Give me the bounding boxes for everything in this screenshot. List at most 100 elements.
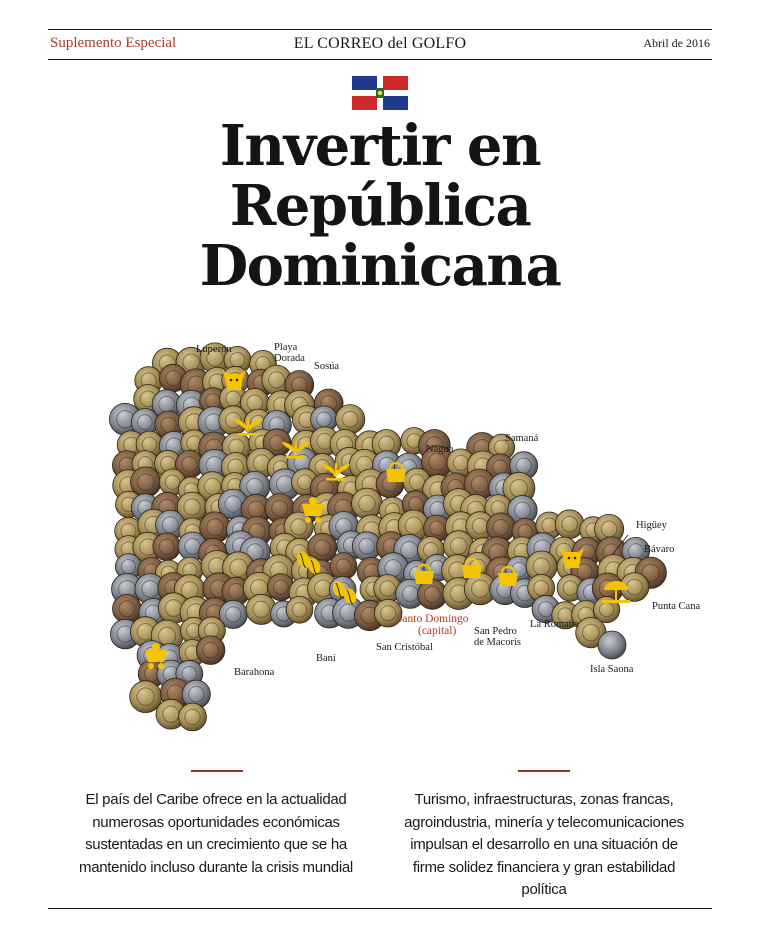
coin-inner-ring bbox=[184, 708, 201, 726]
coin bbox=[597, 630, 627, 660]
coin-inner-ring bbox=[181, 456, 198, 473]
label-la-romana: La Romana bbox=[530, 619, 579, 630]
label-santo-domingo: Santo Domingo bbox=[396, 613, 469, 625]
coin bbox=[335, 404, 366, 435]
label-san-pedro: San Pedro bbox=[474, 626, 517, 637]
label-punta-cana: Punta Cana bbox=[652, 601, 700, 612]
coin-inner-ring bbox=[271, 499, 289, 517]
header-bottom-rule bbox=[48, 59, 712, 60]
coin-map: Luperón Playa Dorada Sosúa Nagua Samaná … bbox=[109, 342, 700, 732]
coin-inner-ring bbox=[423, 585, 441, 604]
coin-inner-ring bbox=[224, 495, 242, 513]
section-label: Suplemento Especial bbox=[50, 35, 177, 51]
coin-inner-ring bbox=[582, 623, 600, 642]
label-nagua: Nagua bbox=[426, 444, 454, 455]
title-line: República bbox=[229, 173, 532, 239]
page-title: Invertir en República Dominicana bbox=[0, 116, 760, 296]
coin-inner-ring bbox=[380, 605, 397, 622]
coin bbox=[593, 596, 621, 624]
basket-icon bbox=[414, 563, 434, 584]
coin-inner-ring bbox=[183, 498, 201, 516]
label-samana: Samaná bbox=[505, 433, 539, 444]
coin-inner-ring bbox=[470, 475, 489, 494]
label-bani: Baní bbox=[316, 653, 336, 664]
coffee-beans-icon bbox=[332, 581, 357, 605]
label-san-cristobal: San Cristóbal bbox=[376, 642, 433, 653]
publication-name: EL CORREO del GOLFO bbox=[293, 35, 467, 52]
crop-icon bbox=[234, 415, 262, 436]
label-playa-dorada: Playa bbox=[274, 342, 298, 353]
coin-inner-ring bbox=[136, 473, 155, 492]
coin-inner-ring bbox=[428, 452, 447, 471]
footer-rule bbox=[48, 908, 712, 909]
mine-cart-icon bbox=[145, 643, 167, 669]
label-barahona: Barahona bbox=[234, 667, 275, 678]
top-rule bbox=[48, 29, 712, 30]
label-san-pedro: de Macorís bbox=[474, 637, 521, 648]
label-santo-domingo: (capital) bbox=[418, 625, 456, 637]
coin bbox=[195, 635, 226, 665]
basket-icon bbox=[386, 461, 406, 482]
coin-inner-ring bbox=[335, 558, 352, 575]
coin-inner-ring bbox=[206, 518, 225, 537]
beach-umbrella-icon bbox=[602, 581, 630, 603]
coin-inner-ring bbox=[136, 687, 155, 706]
coin-inner-ring bbox=[272, 579, 289, 596]
coin-inner-ring bbox=[164, 474, 181, 490]
coin-cluster bbox=[109, 342, 667, 732]
coin-inner-ring bbox=[449, 537, 468, 555]
coin-inner-ring bbox=[291, 602, 308, 618]
coin-inner-ring bbox=[576, 563, 593, 580]
label-isla-saona: Isla Saona bbox=[590, 664, 634, 675]
coin-inner-ring bbox=[641, 563, 660, 583]
coin bbox=[152, 532, 181, 561]
coin-inner-ring bbox=[188, 685, 205, 703]
coin-inner-ring bbox=[118, 600, 136, 618]
issue-date: Abril de 2016 bbox=[643, 36, 710, 50]
coin-inner-ring bbox=[136, 414, 153, 431]
crop-icon bbox=[282, 438, 310, 459]
coin-inner-ring bbox=[533, 579, 550, 596]
basket-icon bbox=[462, 557, 482, 578]
coin-inner-ring bbox=[379, 580, 396, 597]
label-playa-dorada: Dorada bbox=[274, 353, 305, 364]
coin-inner-ring bbox=[358, 537, 376, 555]
coin-inner-ring bbox=[181, 665, 198, 682]
coin bbox=[178, 702, 207, 732]
coin-inner-ring bbox=[341, 410, 359, 428]
place-labels: Luperón Playa Dorada Sosúa Nagua Samaná … bbox=[196, 342, 700, 678]
coin-inner-ring bbox=[492, 518, 510, 536]
label-sosua: Sosúa bbox=[314, 361, 339, 372]
coin-inner-ring bbox=[268, 371, 286, 389]
cow-icon bbox=[560, 548, 584, 568]
coin bbox=[329, 552, 358, 581]
higuey-pointer bbox=[611, 534, 629, 556]
coin bbox=[129, 680, 162, 714]
coin-inner-ring bbox=[206, 349, 224, 367]
crop-icon bbox=[322, 460, 350, 481]
left-column-text: El país del Caribe ofrece en la actualid… bbox=[79, 791, 353, 876]
coin-inner-ring bbox=[561, 515, 578, 533]
dominican-flag-icon bbox=[352, 76, 408, 110]
coin-inner-ring bbox=[290, 518, 308, 536]
left-separator bbox=[191, 770, 243, 772]
coin-inner-ring bbox=[358, 494, 376, 513]
coin-inner-ring bbox=[225, 606, 242, 623]
label-bavaro: Bávaro bbox=[644, 544, 674, 555]
coin bbox=[554, 509, 585, 540]
right-separator bbox=[518, 770, 570, 772]
cow-icon bbox=[222, 370, 246, 390]
coin-inner-ring bbox=[252, 600, 271, 619]
coin bbox=[285, 595, 314, 624]
title-line: Invertir en bbox=[219, 113, 542, 179]
basket-icon bbox=[498, 565, 518, 586]
right-column-text: Turismo, infraestructuras, zonas francas… bbox=[404, 791, 684, 898]
coin-inner-ring bbox=[313, 539, 331, 557]
label-higuey: Higüey bbox=[636, 520, 668, 531]
mine-cart-icon bbox=[302, 497, 324, 523]
label-luperon: Luperón bbox=[196, 344, 232, 355]
title-line: Dominicana bbox=[199, 233, 562, 299]
coin-inner-ring bbox=[404, 516, 423, 535]
coin-inner-ring bbox=[165, 370, 182, 387]
coin-inner-ring bbox=[158, 538, 175, 555]
